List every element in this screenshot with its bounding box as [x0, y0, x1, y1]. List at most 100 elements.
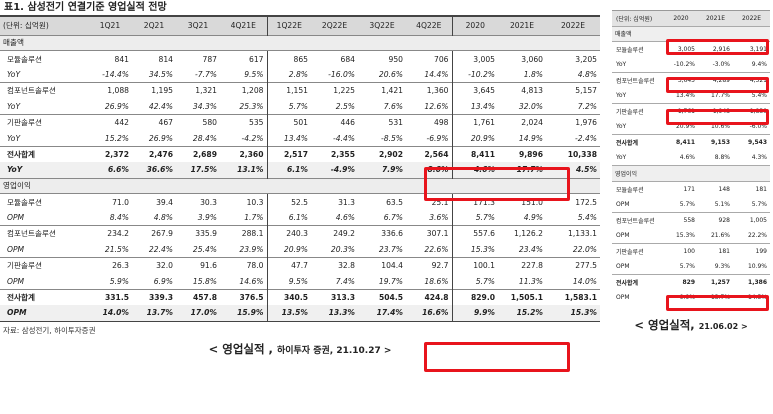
- table-cell: 171: [664, 180, 698, 197]
- column-header: 1Q21: [88, 16, 132, 35]
- table-cell: 4.5%: [546, 162, 600, 179]
- row-label: OPM: [616, 262, 630, 270]
- table-cell: 181: [733, 180, 770, 197]
- table-cell: -10.2%: [673, 61, 695, 68]
- table-cell: 34.5%: [148, 69, 173, 79]
- table-cell: -6.9%: [426, 133, 449, 143]
- table-cell: 5.1%: [714, 200, 730, 208]
- table-cell: 684: [311, 50, 358, 67]
- table-cell: 267.9: [132, 225, 176, 242]
- table-cell: 501: [266, 113, 311, 131]
- table-cell: 1,421: [358, 82, 406, 99]
- row-label: YoY: [7, 133, 21, 143]
- table-cell: 2,689: [176, 145, 220, 163]
- row-label: 모듈솔루션: [612, 41, 664, 57]
- table-cell: 25.1: [406, 193, 452, 210]
- table-cell: 17.7%: [710, 92, 730, 99]
- table-cell: 22.4%: [148, 244, 173, 254]
- row-label: 모듈솔루션: [0, 193, 88, 210]
- table-row: YoY 20.9% 10.6% -6.0%: [612, 119, 770, 135]
- table-cell: 4,521: [733, 72, 770, 88]
- row-label: 기판솔루션: [0, 113, 88, 131]
- table-cell: 5.4%: [751, 92, 767, 99]
- table-cell: 277.5: [546, 256, 600, 274]
- row-label: 컴포넌트솔루션: [0, 225, 88, 242]
- table-row: 기판솔루션 26.3 32.0 91.6 78.0 47.7 32.8 104.4 92.7 10…: [0, 256, 600, 274]
- row-label: 기판솔루션: [0, 256, 88, 274]
- table-cell: 5.7%: [451, 273, 498, 290]
- table-cell: 1,976: [546, 113, 600, 131]
- table-cell: 32.0: [132, 256, 176, 274]
- table-cell: 3,060: [498, 50, 546, 67]
- table-cell: 928: [698, 211, 733, 228]
- table-cell: 12.6%: [424, 101, 449, 111]
- table-cell: 557.6: [451, 225, 498, 242]
- table-cell: 22.2%: [747, 231, 767, 239]
- table-cell: 307.1: [406, 225, 452, 242]
- table-cell: 71.0: [88, 193, 132, 210]
- table-cell: 151.0: [498, 193, 546, 210]
- table-row: OPM 5.9% 6.9% 15.8% 14.6% 9.5% 7.4% 19.7% 18.6% 5…: [0, 273, 600, 290]
- table-cell: 5.7%: [679, 200, 695, 208]
- table-cell: 2,355: [311, 145, 358, 163]
- table-cell: 9.9%: [451, 305, 498, 322]
- table-cell: 313.3: [311, 288, 358, 306]
- table-cell: 14.0%: [88, 305, 132, 322]
- table-cell: 2,360: [220, 145, 267, 163]
- table-cell: 558: [664, 211, 698, 228]
- table-cell: 13.4%: [675, 92, 695, 99]
- table-cell: 9,896: [498, 145, 546, 163]
- table-cell: 3.9%: [197, 212, 217, 222]
- table-cell: 31.3: [311, 193, 358, 210]
- row-label: OPM: [616, 200, 630, 208]
- table-cell: -8.5%: [380, 133, 403, 143]
- table-row: 전사합계 8,411 9,153 9,543: [612, 134, 770, 150]
- table-cell: 249.2: [311, 225, 358, 242]
- table-title: 표1. 삼성전기 연결기준 영업실적 전망: [4, 2, 167, 13]
- table-cell: 13.4%: [266, 130, 311, 147]
- table-cell: 6.1%: [266, 209, 311, 226]
- table-cell: 340.5: [266, 288, 311, 306]
- header-row: (단위: 십억원) 1Q21 2Q21 3Q21 4Q21E 1Q22E 2Q22E 3Q22…: [0, 16, 600, 35]
- table-cell: 13.5%: [266, 305, 311, 322]
- table-cell: 15.9%: [220, 305, 267, 322]
- table-row: YoY 4.6% 8.8% 4.3%: [612, 150, 770, 166]
- table-cell: 5.7%: [266, 98, 311, 115]
- table-cell: 26.9%: [104, 101, 129, 111]
- table-cell: 14.0%: [572, 276, 597, 286]
- table-cell: -6.0%: [749, 123, 767, 130]
- table-cell: 829.0: [451, 288, 498, 306]
- table-cell: 498: [406, 113, 452, 131]
- left-caption-main: < 영업실적 ,: [208, 341, 273, 356]
- column-header: 2021E: [498, 16, 546, 35]
- source-note: 자료: 삼성전기, 하이투자증권: [3, 325, 96, 335]
- table-cell: 3,005: [451, 50, 498, 67]
- row-label: 전사합계: [0, 145, 88, 163]
- table-cell: 1,088: [88, 82, 132, 99]
- table-cell: 4,813: [498, 82, 546, 99]
- table-cell: 531: [358, 113, 406, 131]
- table-cell: 18.6%: [424, 276, 449, 286]
- table-cell: 10,338: [546, 145, 600, 163]
- table-cell: -2.4%: [574, 133, 597, 143]
- table-cell: 199: [733, 242, 770, 259]
- table-cell: 3,645: [451, 82, 498, 99]
- table-row: 기판솔루션 442 467 580 535 501 446 531 498 1,761 2,024 1…: [0, 113, 600, 131]
- column-header: 3Q22E: [358, 16, 406, 35]
- table-cell: 63.5: [358, 193, 406, 210]
- table-cell: 2,372: [88, 145, 132, 163]
- row-label: OPM: [0, 305, 88, 322]
- table-cell: 148: [698, 180, 733, 197]
- table-cell: 100.1: [451, 256, 498, 274]
- column-header: 2020: [664, 10, 698, 26]
- table-cell: 10.3: [220, 193, 267, 210]
- row-label: 모듈솔루션: [0, 50, 88, 67]
- table-cell: 504.5: [358, 288, 406, 306]
- table-cell: 6.1%: [266, 162, 311, 179]
- table-row: YoY 26.9% 42.4% 34.3% 25.3% 5.7% 2.5% 7.6% 12.6%…: [0, 98, 600, 115]
- table-cell: 841: [88, 50, 132, 67]
- table-cell: 446: [311, 113, 358, 131]
- table-cell: 39.4: [132, 193, 176, 210]
- table-cell: 2,024: [498, 113, 546, 131]
- table-cell: 15.8%: [192, 276, 217, 286]
